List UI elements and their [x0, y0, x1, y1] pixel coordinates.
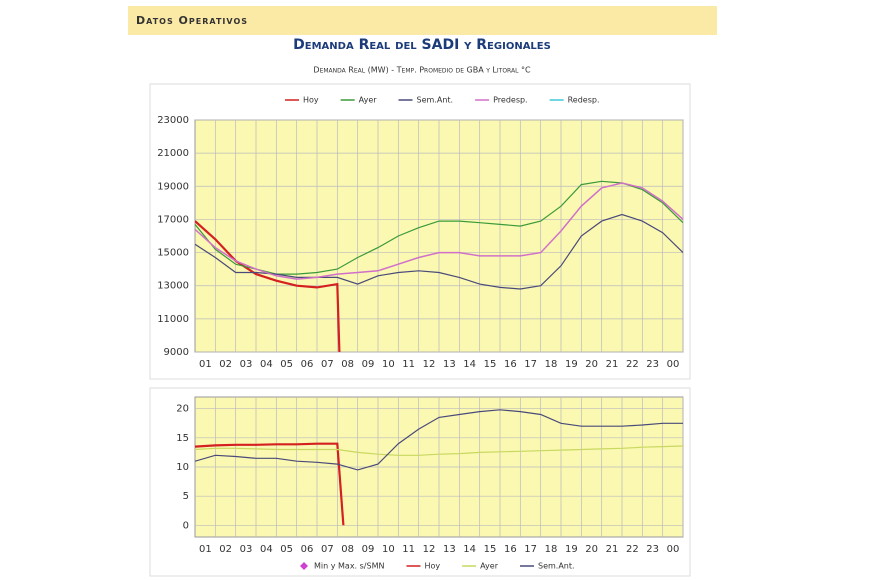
chart-frame [149, 83, 691, 380]
legend-item: Sem.Ant. [398, 96, 454, 105]
legend-symbol [300, 562, 308, 570]
x-tick-label: 04 [260, 544, 273, 555]
y-tick-label: 0 [183, 520, 189, 531]
legend-label: Sem.Ant. [417, 96, 454, 105]
x-tick-label: 16 [504, 359, 517, 370]
x-tick-label: 15 [484, 544, 497, 555]
x-tick-label: 15 [484, 359, 497, 370]
x-tick-label: 18 [545, 359, 558, 370]
x-tick-label: 20 [585, 544, 598, 555]
y-tick-label: 17000 [157, 214, 189, 225]
x-tick-label: 10 [382, 544, 395, 555]
x-tick-label: 19 [565, 544, 578, 555]
y-tick-label: 5 [183, 491, 189, 502]
x-tick-label: 21 [606, 359, 619, 370]
x-tick-label: 17 [524, 359, 537, 370]
series-line [195, 213, 683, 290]
x-tick-label: 10 [382, 359, 395, 370]
legend-item: Predesp. [475, 96, 528, 105]
series-line [195, 220, 341, 353]
x-tick-label: 22 [626, 359, 639, 370]
y-tick-label: 15000 [157, 248, 189, 259]
legend-item: Sem.Ant. [520, 562, 575, 571]
x-tick-label: 14 [463, 544, 476, 555]
x-tick-label: 20 [585, 359, 598, 370]
legend-item: Hoy [406, 562, 440, 571]
x-tick-label: 05 [280, 544, 293, 555]
x-tick-label: 02 [219, 359, 232, 370]
x-tick-label: 23 [646, 544, 659, 555]
series-line [195, 442, 345, 526]
y-tick-label: 23000 [157, 115, 189, 126]
y-tick-label: 20 [176, 404, 189, 415]
x-tick-label: 06 [301, 544, 314, 555]
y-tick-label: 15 [176, 433, 189, 444]
legend-item: Hoy [285, 96, 319, 105]
x-tick-label: 01 [199, 544, 212, 555]
legend-item: Redesp. [549, 96, 600, 105]
x-tick-label: 03 [240, 359, 253, 370]
x-tick-label: 13 [443, 359, 456, 370]
x-tick-label: 08 [341, 359, 354, 370]
x-tick-label: 05 [280, 359, 293, 370]
x-tick-label: 00 [667, 359, 680, 370]
legend-label: Ayer [480, 562, 499, 571]
series-line [195, 182, 683, 280]
x-tick-label: 07 [321, 359, 334, 370]
legend-label: Predesp. [493, 96, 528, 105]
x-tick-label: 18 [545, 544, 558, 555]
x-tick-label: 03 [240, 544, 253, 555]
x-tick-label: 00 [667, 544, 680, 555]
series-line [195, 409, 683, 471]
x-tick-label: 07 [321, 544, 334, 555]
y-tick-label: 9000 [164, 347, 189, 358]
header-bar [128, 6, 717, 35]
x-tick-label: 11 [402, 359, 415, 370]
x-tick-label: 14 [463, 359, 476, 370]
x-tick-label: 04 [260, 359, 273, 370]
x-tick-label: 22 [626, 544, 639, 555]
x-tick-label: 09 [362, 544, 375, 555]
legend-item: Min y Max. s/SMN [300, 562, 384, 571]
y-tick-label: 10 [176, 462, 189, 473]
legend-label: Min y Max. s/SMN [314, 562, 384, 571]
x-tick-label: 12 [423, 359, 436, 370]
y-tick-label: 21000 [157, 148, 189, 159]
chart-subtitle: Demanda Real (MW) - Temp. Promedio de GB… [313, 66, 531, 75]
x-tick-label: 11 [402, 544, 415, 555]
x-tick-label: 23 [646, 359, 659, 370]
legend-item: Ayer [340, 96, 378, 105]
y-tick-label: 11000 [157, 314, 189, 325]
x-tick-label: 06 [301, 359, 314, 370]
legend-label: Ayer [359, 96, 378, 105]
x-tick-label: 21 [606, 544, 619, 555]
chart-frame [149, 387, 691, 577]
legend-label: Redesp. [568, 96, 600, 105]
x-tick-label: 02 [219, 544, 232, 555]
x-tick-label: 13 [443, 544, 456, 555]
x-tick-label: 01 [199, 359, 212, 370]
legend-label: Hoy [303, 96, 319, 105]
x-tick-label: 08 [341, 544, 354, 555]
x-tick-label: 19 [565, 359, 578, 370]
x-tick-label: 12 [423, 544, 436, 555]
x-tick-label: 16 [504, 544, 517, 555]
y-tick-label: 13000 [157, 281, 189, 292]
y-tick-label: 19000 [157, 181, 189, 192]
legend-label: Sem.Ant. [538, 562, 575, 571]
series-line [195, 445, 683, 456]
x-tick-label: 17 [524, 544, 537, 555]
legend-label: Hoy [424, 562, 440, 571]
x-tick-label: 09 [362, 359, 375, 370]
chart-title: Demanda Real del SADI y Regionales [293, 37, 551, 53]
header-title: Datos Operativos [136, 14, 248, 27]
legend-item: Ayer [462, 562, 499, 571]
